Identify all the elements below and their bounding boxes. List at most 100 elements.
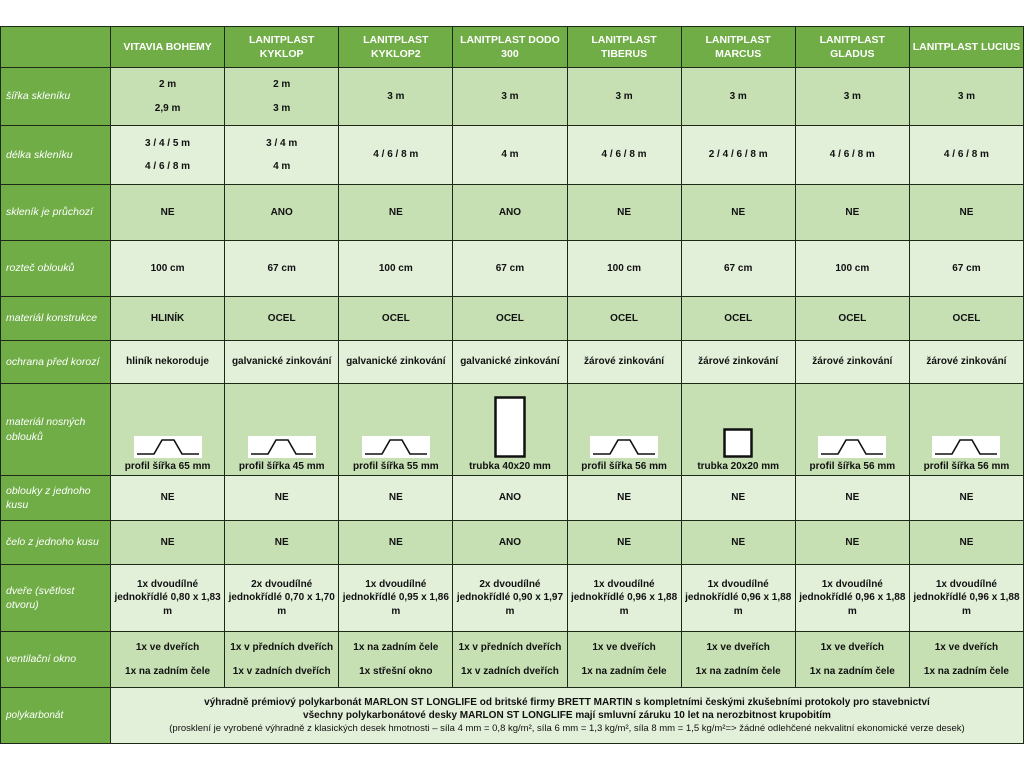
table-cell: profil šířka 45 mm xyxy=(224,383,340,476)
cell-text: 1x dvoudílné jednokřídlé 0,80 x 1,83 m xyxy=(114,578,221,617)
table-cell: ANO xyxy=(224,184,340,241)
cell-text: 1x v předních dveřích xyxy=(230,642,334,653)
table-cell: 67 cm xyxy=(224,240,340,297)
cell-text: ANO xyxy=(498,536,522,548)
table-row: ochrana před korozí hliník nekoroduje galv… xyxy=(0,340,1024,384)
corner-cell xyxy=(0,26,111,68)
rect-tube-icon xyxy=(494,395,526,458)
cell-text: OCEL xyxy=(838,312,867,324)
table-cell: NE xyxy=(338,475,454,521)
cell-text: NE xyxy=(617,206,632,218)
table-row: materiál konstrukce HLINÍK OCEL OCEL OCEL OCE… xyxy=(0,296,1024,341)
row-label: čelo z jednoho kusu xyxy=(0,520,111,565)
cell-text: 3 m xyxy=(729,90,747,102)
table-cell: 3 m xyxy=(908,67,1024,126)
table-cell: galvanické zinkování xyxy=(338,340,454,384)
cell-text: 1x v zadních dveřích xyxy=(461,665,559,677)
table-cell: OCEL xyxy=(452,296,568,341)
table-cell: NE xyxy=(566,520,682,565)
cell-text: 1x dvoudílné jednokřídlé 0,96 x 1,88 m xyxy=(570,578,678,617)
cell-text: 1x dvoudílné jednokřídlé 0,96 x 1,88 m xyxy=(799,578,906,617)
cell-text: hliník nekoroduje xyxy=(126,356,209,368)
table-cell: NE xyxy=(109,520,226,565)
table-row: čelo z jednoho kusu NE NE NE ANO NE NE NE NE xyxy=(0,520,1024,565)
cell-text: 2,9 m xyxy=(154,102,181,114)
table-row: ventilační okno 1x ve dveřích 1x na zadním… xyxy=(0,631,1024,688)
row-label: délka skleníku xyxy=(0,125,111,185)
table-cell: 1x dvoudílné jednokřídlé 0,96 x 1,88 m xyxy=(794,564,910,632)
table-cell: galvanické zinkování xyxy=(224,340,340,384)
row-label: materiál nosných oblouků xyxy=(0,383,111,476)
table-row: oblouky z jednoho kusu NE NE NE ANO NE NE NE NE xyxy=(0,475,1024,521)
cell-text: 4 / 6 / 8 m xyxy=(601,149,647,161)
comparison-table: VITAVIA BOHEMY LANITPLAST KYKLOP LANITPLAS… xyxy=(0,26,1024,744)
table-cell: OCEL xyxy=(338,296,454,341)
cell-text: 1x na zadním čele xyxy=(581,665,667,677)
poly-line2: všechny polykarbonátové desky MARLON ST … xyxy=(303,710,831,722)
cell-text: NE xyxy=(959,206,974,218)
table-cell: 1x v předních dveřích 1x v zadních dveříc… xyxy=(452,631,568,688)
table-cell: profil šířka 65 mm xyxy=(109,383,226,476)
table-cell: 1x ve dveřích 1x na zadním čele xyxy=(566,631,682,688)
cell-text: 3 / 4 m xyxy=(266,137,298,149)
cell-text: 67 cm xyxy=(952,262,981,274)
table-cell: ANO xyxy=(452,475,568,521)
table-cell: NE xyxy=(908,184,1024,241)
table-cell: 2 / 4 / 6 / 8 m xyxy=(680,125,796,185)
row-label: materiál konstrukce xyxy=(0,296,111,341)
cell-text: 4 m xyxy=(501,149,519,161)
cell-text: ANO xyxy=(498,206,522,218)
table-cell: NE xyxy=(566,475,682,521)
cell-text: 100 cm xyxy=(378,262,413,274)
table-cell: žárové zinkování xyxy=(794,340,910,384)
cell-text: NE xyxy=(731,536,746,548)
cell-text: 3 m xyxy=(615,90,633,102)
table-cell: profil šířka 55 mm xyxy=(338,383,454,476)
cell-text: 67 cm xyxy=(724,262,753,274)
cell-text: 2 / 4 / 6 / 8 m xyxy=(708,149,768,161)
table-cell: NE xyxy=(680,520,796,565)
table-row: rozteč oblouků 100 cm 67 cm 100 cm 67 cm 100 … xyxy=(0,240,1024,297)
table-cell: 2 m 2,9 m xyxy=(109,67,226,126)
table-cell: OCEL xyxy=(794,296,910,341)
cell-text: profil šířka 45 mm xyxy=(238,460,325,472)
column-header: LANITPLAST GLADUS xyxy=(794,26,910,68)
column-header: LANITPLAST DODO 300 xyxy=(452,26,568,68)
cell-text: 1x v předních dveřích xyxy=(458,642,562,653)
table-cell: žárové zinkování xyxy=(566,340,682,384)
row-label: dveře (světlost otvoru) xyxy=(0,564,111,632)
table-cell: 4 / 6 / 8 m xyxy=(794,125,910,185)
cell-text: OCEL xyxy=(381,312,410,324)
table-cell: NE xyxy=(338,184,454,241)
cell-text: NE xyxy=(845,492,860,504)
table-cell: 2 m 3 m xyxy=(224,67,340,126)
cell-text: 2x dvoudílné jednokřídlé 0,70 x 1,70 m xyxy=(228,578,335,617)
cell-text: žárové zinkování xyxy=(812,356,893,368)
table-cell: 67 cm xyxy=(908,240,1024,297)
table-cell: 3 / 4 / 5 m 4 / 6 / 8 m xyxy=(109,125,226,185)
table-cell: 3 m xyxy=(680,67,796,126)
poly-line1: výhradně prémiový polykarbonát MARLON ST… xyxy=(204,696,930,708)
cell-text: 1x střešní okno xyxy=(359,665,433,677)
cell-text: žárové zinkování xyxy=(698,356,779,368)
row-label: šířka skleníku xyxy=(0,67,111,126)
cell-text: 2x dvoudílné jednokřídlé 0,90 x 1,97 m xyxy=(456,578,564,617)
cell-text: 100 cm xyxy=(835,262,870,274)
cell-text: profil šířka 56 mm xyxy=(809,460,896,472)
table-cell: 1x ve dveřích 1x na zadním čele xyxy=(109,631,226,688)
polycarbonate-cell: výhradně prémiový polykarbonát MARLON ST… xyxy=(110,687,1024,744)
cell-text: profil šířka 65 mm xyxy=(124,460,211,472)
row-label: ventilační okno xyxy=(0,631,111,688)
table-cell: 4 m xyxy=(452,125,568,185)
table-cell: 4 / 6 / 8 m xyxy=(338,125,454,185)
cell-text: 67 cm xyxy=(267,262,296,274)
table-cell: 1x ve dveřích 1x na zadním čele xyxy=(794,631,910,688)
column-header: LANITPLAST LUCIUS xyxy=(908,26,1024,68)
table-cell: 1x dvoudílné jednokřídlé 0,80 x 1,83 m xyxy=(109,564,226,632)
cell-text: NE xyxy=(617,536,632,548)
table-cell: OCEL xyxy=(908,296,1024,341)
cell-text: 3 m xyxy=(957,90,976,102)
cell-text: 1x v zadních dveřích xyxy=(232,665,331,677)
cell-text: 1x ve dveřích xyxy=(135,642,200,653)
cell-text: žárové zinkování xyxy=(584,356,665,368)
